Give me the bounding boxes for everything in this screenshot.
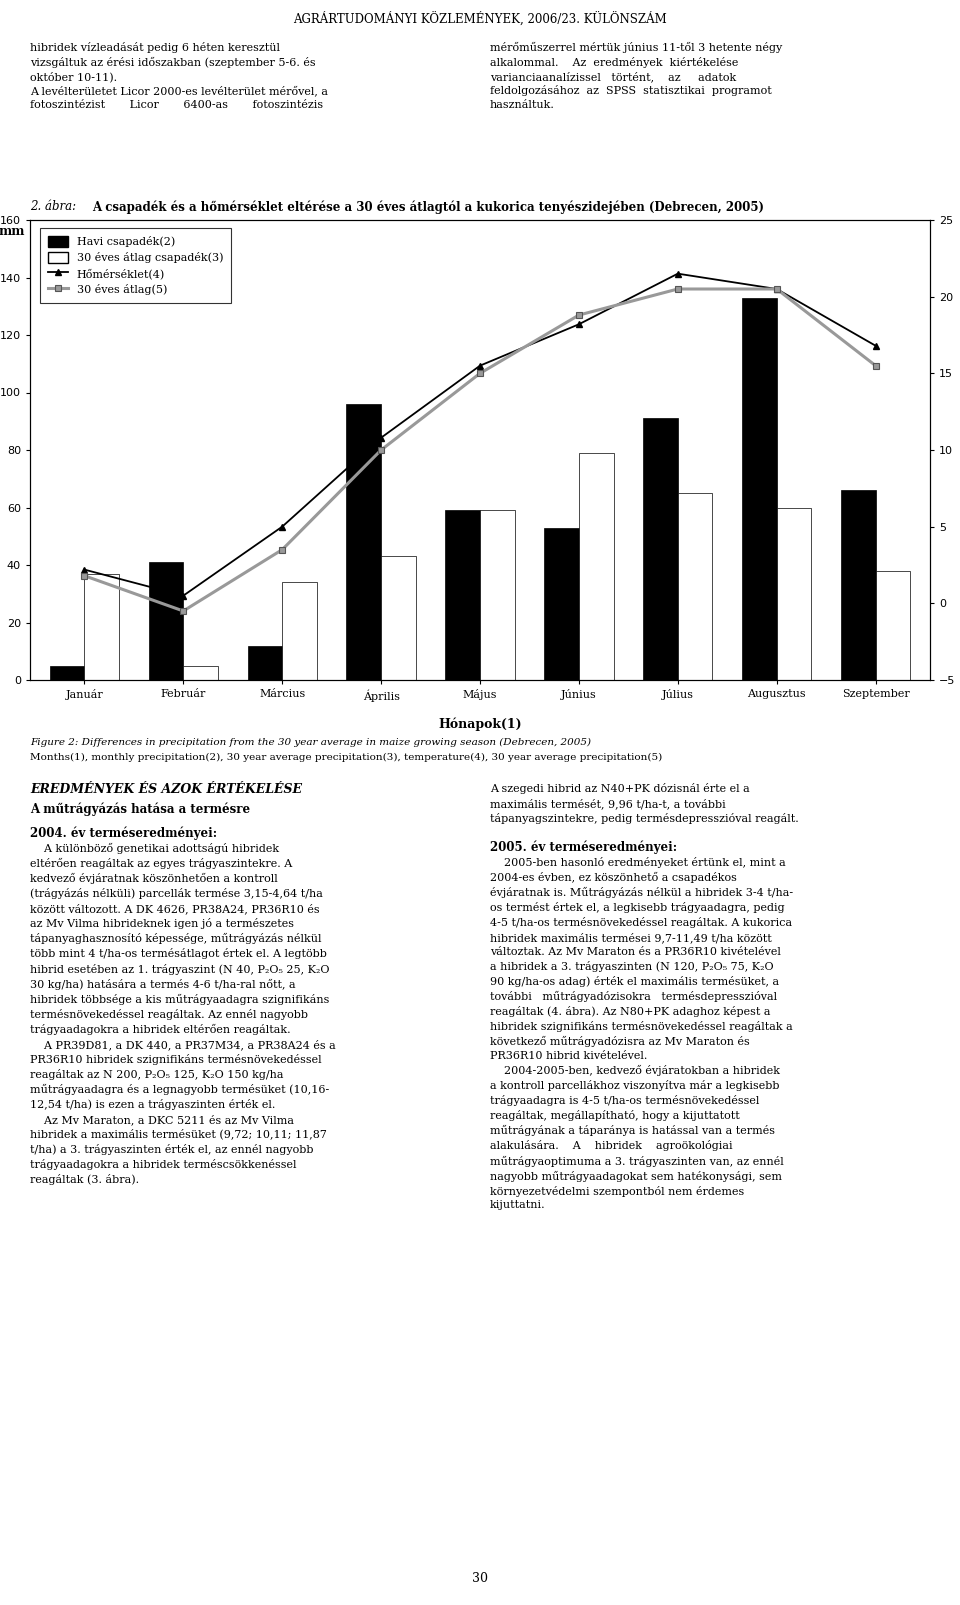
Text: 2004. év terméseredményei:: 2004. év terméseredményei: <box>30 827 217 841</box>
Bar <box>248 645 282 681</box>
Text: vizsgáltuk az érési időszakban (szeptember 5-6. és: vizsgáltuk az érési időszakban (szeptemb… <box>30 56 316 67</box>
Text: feldolgozásához  az  SPSS  statisztikai  programot: feldolgozásához az SPSS statisztikai pro… <box>490 85 772 96</box>
Bar <box>876 571 910 681</box>
Text: Figure 2: Differences in precipitation from the 30 year average in maize growing: Figure 2: Differences in precipitation f… <box>30 738 591 746</box>
Text: A szegedi hibrid az N40+PK dózisnál érte el a
maximális termését, 9,96 t/ha-t, a: A szegedi hibrid az N40+PK dózisnál érte… <box>490 783 799 823</box>
Text: alkalommal.    Az  eredmények  kiértékelése: alkalommal. Az eredmények kiértékelése <box>490 56 738 67</box>
Text: Hónapok(1): Hónapok(1) <box>438 717 522 732</box>
Bar <box>347 404 381 681</box>
Bar <box>381 557 416 681</box>
Text: hibridek vízleadását pedig 6 héten keresztül: hibridek vízleadását pedig 6 héten keres… <box>30 42 280 53</box>
Text: mérőműszerrel mértük június 11-től 3 hetente négy: mérőműszerrel mértük június 11-től 3 het… <box>490 42 782 53</box>
Bar <box>841 490 876 681</box>
Text: 30: 30 <box>472 1571 488 1586</box>
Text: 2. ábra:: 2. ábra: <box>30 201 76 213</box>
Bar <box>445 510 480 681</box>
Bar <box>50 666 84 681</box>
Legend: Havi csapadék(2), 30 éves átlag csapadék(3), Hőmérséklet(4), 30 éves átlag(5): Havi csapadék(2), 30 éves átlag csapadék… <box>40 228 231 302</box>
Text: 2005-ben hasonló eredményeket értünk el, mint a
2004-es évben, ez köszönhető a c: 2005-ben hasonló eredményeket értünk el,… <box>490 857 793 1210</box>
Text: A különböző genetikai adottságú hibridek
eltérően reagáltak az egyes trágyaszint: A különböző genetikai adottságú hibridek… <box>30 843 336 1184</box>
Text: A csapadék és a hőmérséklet eltérése a 30 éves átlagtól a kukorica tenyészidejéb: A csapadék és a hőmérséklet eltérése a 3… <box>92 201 764 213</box>
Bar <box>579 453 613 681</box>
Text: mm: mm <box>0 225 25 238</box>
Text: varianciaanalízissel   történt,    az     adatok: varianciaanalízissel történt, az adatok <box>490 71 736 82</box>
Bar <box>480 510 515 681</box>
Bar <box>282 583 317 681</box>
Bar <box>149 562 183 681</box>
Bar <box>84 573 119 681</box>
Text: AGRÁRTUDOMÁNYI KÖZLEMÉNYEK, 2006/23. KÜLÖNSZÁM: AGRÁRTUDOMÁNYI KÖZLEMÉNYEK, 2006/23. KÜL… <box>293 11 667 26</box>
Text: A műtrágyázás hatása a termésre: A műtrágyázás hatása a termésre <box>30 802 251 817</box>
Bar <box>643 419 678 681</box>
Text: Months(1), monthly precipitation(2), 30 year average precipitation(3), temperatu: Months(1), monthly precipitation(2), 30 … <box>30 753 662 762</box>
Text: 2005. év terméseredményei:: 2005. év terméseredményei: <box>490 841 677 854</box>
Text: október 10-11).: október 10-11). <box>30 71 117 82</box>
Text: EREDMÉNYEK ÉS AZOK ÉRTÉKELÉSE: EREDMÉNYEK ÉS AZOK ÉRTÉKELÉSE <box>30 783 302 796</box>
Bar <box>678 493 712 681</box>
Text: használtuk.: használtuk. <box>490 100 555 111</box>
Bar <box>183 666 218 681</box>
Text: fotoszintézist       Licor       6400-as       fotoszintézis: fotoszintézist Licor 6400-as fotoszintéz… <box>30 100 324 111</box>
Bar <box>742 297 777 681</box>
Bar <box>777 507 811 681</box>
Bar <box>544 528 579 681</box>
Text: A levélterületet Licor 2000-es levélterület mérővel, a: A levélterületet Licor 2000-es levélterü… <box>30 85 328 96</box>
